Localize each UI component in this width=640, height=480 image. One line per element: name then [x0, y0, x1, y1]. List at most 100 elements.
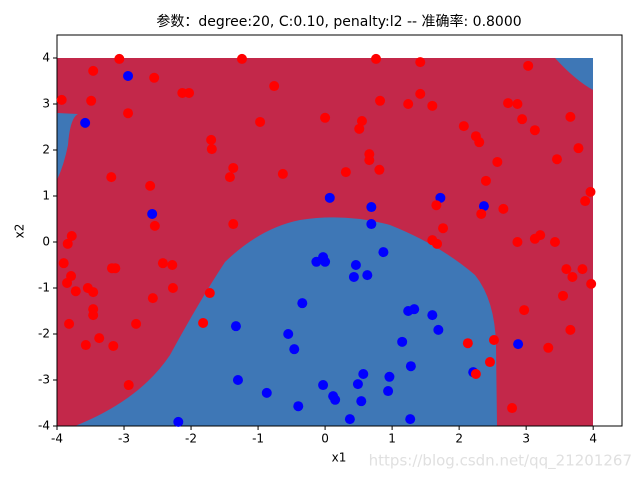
point: [350, 260, 361, 270]
point: [580, 196, 591, 207]
point: [364, 155, 375, 166]
point: [375, 95, 386, 106]
point: [173, 416, 184, 427]
point: [397, 336, 408, 347]
point: [523, 60, 534, 71]
point: [362, 270, 373, 281]
point: [478, 201, 489, 212]
point: [64, 318, 75, 329]
point: [106, 172, 117, 183]
point: [86, 95, 97, 106]
point: [384, 371, 395, 382]
point: [94, 333, 105, 344]
point: [378, 247, 389, 258]
point: [110, 263, 121, 274]
point: [204, 288, 215, 299]
point: [318, 380, 329, 391]
point: [354, 123, 365, 134]
point: [123, 70, 134, 81]
point: [184, 87, 195, 98]
chart-title: 参数：degree:20, C:0.10, penalty:l2 -- 准确率:…: [156, 13, 521, 30]
point: [484, 357, 495, 368]
point: [415, 57, 426, 68]
point: [147, 293, 158, 304]
point: [480, 175, 491, 186]
point: [366, 219, 377, 230]
point: [549, 237, 560, 247]
y-tick-label: 2: [42, 143, 50, 157]
point: [108, 340, 119, 351]
point: [433, 324, 444, 335]
x-tick-label: -3: [118, 432, 130, 446]
point: [488, 334, 499, 345]
point: [352, 379, 363, 390]
y-tick-label: 4: [42, 51, 50, 65]
x-tick-label: 4: [589, 432, 597, 446]
point: [415, 88, 426, 99]
point: [80, 340, 91, 351]
point: [167, 283, 178, 293]
point: [228, 162, 239, 173]
point: [503, 98, 514, 109]
point: [283, 329, 294, 339]
point: [206, 144, 217, 155]
y-tick-label: -3: [38, 373, 50, 387]
point: [198, 317, 209, 328]
point: [66, 231, 77, 242]
point: [427, 310, 438, 321]
point: [230, 321, 241, 332]
point: [577, 264, 588, 275]
point: [586, 278, 597, 289]
point: [70, 286, 81, 297]
point: [167, 260, 178, 270]
y-tick-label: -1: [38, 281, 50, 295]
point: [88, 310, 99, 321]
point: [405, 414, 416, 425]
point: [366, 202, 377, 213]
point: [529, 125, 540, 136]
point: [409, 304, 420, 315]
region-blue: [555, 58, 593, 90]
x-axis-label: x1: [332, 451, 347, 465]
point: [145, 180, 156, 191]
point: [206, 134, 217, 145]
point: [149, 220, 160, 231]
point: [123, 380, 134, 391]
point: [147, 208, 158, 219]
point: [462, 338, 473, 349]
x-tick-label: -1: [252, 432, 264, 446]
point: [88, 287, 99, 298]
point: [269, 81, 280, 92]
point: [131, 318, 142, 329]
point: [371, 53, 382, 64]
point: [80, 117, 91, 128]
point: [551, 154, 562, 165]
x-tick-label: 3: [522, 432, 530, 446]
point: [432, 238, 443, 249]
point: [356, 396, 367, 407]
point: [58, 258, 69, 269]
point: [383, 386, 394, 397]
point: [56, 94, 67, 105]
point: [517, 114, 528, 125]
point: [565, 324, 576, 335]
point: [232, 375, 243, 385]
point: [512, 99, 523, 109]
point: [513, 339, 524, 350]
point: [529, 233, 540, 244]
y-axis-label: x2: [13, 224, 27, 239]
x-tick-label: -2: [185, 432, 197, 446]
point: [498, 203, 509, 214]
region-blue: [57, 113, 78, 180]
point: [470, 369, 481, 380]
y-tick-label: 3: [42, 97, 50, 111]
y-tick-label: -2: [38, 327, 50, 341]
point: [340, 167, 351, 178]
point: [330, 394, 341, 405]
point: [344, 414, 355, 425]
point: [293, 401, 304, 412]
point: [458, 121, 469, 132]
point: [261, 387, 272, 398]
point: [519, 305, 530, 316]
point: [297, 298, 308, 309]
